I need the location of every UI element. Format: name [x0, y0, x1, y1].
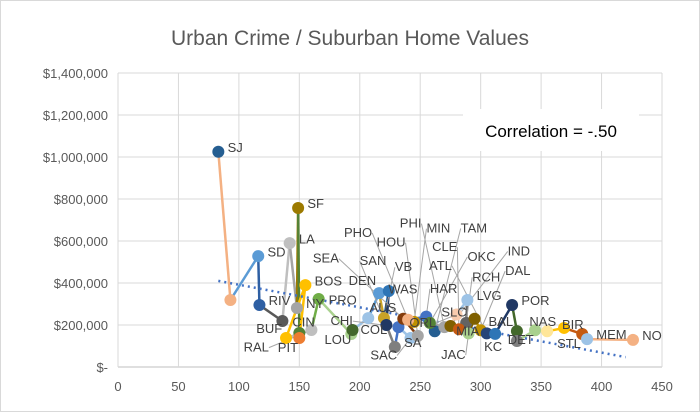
x-tick-label: 300	[470, 379, 492, 394]
data-label: DEN	[349, 273, 376, 288]
x-tick-label: 350	[530, 379, 552, 394]
y-tick-label: $400,000	[54, 276, 108, 291]
chart-title: Urban Crime / Suburban Home Values	[171, 27, 529, 50]
data-label: KC	[484, 339, 502, 354]
x-tick-label: 200	[349, 379, 371, 394]
x-tick-label: 50	[171, 379, 185, 394]
data-label: WAS	[388, 281, 417, 296]
data-label: RAL	[244, 340, 269, 355]
x-tick-label: 450	[651, 379, 673, 394]
connector-line	[258, 256, 259, 305]
data-label: BUF	[256, 321, 282, 336]
connector-line	[218, 152, 230, 300]
data-label: COL	[361, 322, 388, 337]
data-label: LA	[299, 231, 315, 246]
data-point	[291, 302, 303, 314]
data-label: HOU	[377, 235, 406, 250]
x-tick-label: 100	[228, 379, 250, 394]
data-label: SD	[267, 244, 285, 259]
data-label: PHI	[400, 216, 422, 231]
data-label: SJ	[228, 140, 243, 155]
x-tick-label: 400	[591, 379, 613, 394]
data-point	[212, 146, 224, 158]
data-label: PIT	[278, 340, 298, 355]
data-label: AUS	[370, 300, 397, 315]
y-tick-label: $1,000,000	[43, 150, 108, 165]
data-label: MIN	[426, 221, 450, 236]
data-label: SAN	[360, 253, 387, 268]
data-point	[506, 299, 518, 311]
data-point	[224, 294, 236, 306]
x-axis-ticks: 0 50 100 150 200 250 300 350 400 450	[114, 379, 672, 394]
data-label: OKC	[467, 249, 495, 264]
y-tick-label: $800,000	[54, 192, 108, 207]
data-label: BIR	[562, 317, 584, 332]
data-label: BOS	[315, 273, 343, 288]
data-point	[292, 202, 304, 214]
data-label: RIV	[269, 293, 291, 308]
connector-line	[230, 256, 258, 300]
data-label: NAS	[529, 314, 556, 329]
correlation-annotation: Correlation = -.50	[485, 122, 617, 141]
data-label: ATL	[429, 258, 452, 273]
data-label: SLC	[441, 305, 466, 320]
data-label: TAM	[461, 221, 487, 236]
data-label: HAR	[430, 281, 457, 296]
x-tick-label: 250	[409, 379, 431, 394]
data-label: ORL	[409, 315, 436, 330]
data-label: JAC	[441, 347, 466, 362]
data-label: CLE	[432, 239, 458, 254]
data-label: LOU	[324, 332, 351, 347]
data-label: CHI	[330, 313, 352, 328]
data-label: VB	[395, 259, 412, 274]
data-label: SF	[307, 196, 324, 211]
y-tick-label: $1,200,000	[43, 108, 108, 123]
data-label: CIN	[292, 314, 314, 329]
data-point	[299, 279, 311, 291]
x-tick-label: 150	[288, 379, 310, 394]
data-label: SA	[404, 335, 422, 350]
data-label: BAL	[489, 314, 514, 329]
data-label: MIA	[456, 324, 479, 339]
x-tick-label: 0	[114, 379, 121, 394]
data-point	[581, 333, 593, 345]
data-label: SEA	[313, 251, 339, 266]
data-label: POR	[521, 293, 549, 308]
y-tick-label: $600,000	[54, 234, 108, 249]
y-tick-label: $1,400,000	[43, 66, 108, 81]
data-label: IND	[508, 243, 530, 258]
data-label: NY	[306, 296, 324, 311]
data-label: SAC	[370, 347, 397, 362]
data-point	[252, 250, 264, 262]
data-label: PHO	[344, 225, 372, 240]
y-tick-label: $-	[96, 360, 108, 375]
y-tick-label: $200,000	[54, 318, 108, 333]
data-label: RCH	[472, 269, 500, 284]
data-label: NO	[642, 328, 662, 343]
data-label: LVG	[477, 288, 502, 303]
data-label: DAL	[505, 263, 530, 278]
y-axis-ticks: $- $200,000 $400,000 $600,000 $800,000 $1,000…	[43, 66, 108, 375]
data-label: DET	[508, 332, 534, 347]
data-label: MEM	[596, 327, 626, 342]
data-label: PRO	[329, 292, 357, 307]
data-point	[489, 328, 501, 340]
data-point	[627, 334, 639, 346]
data-point	[253, 299, 265, 311]
data-label: STL	[557, 336, 581, 351]
